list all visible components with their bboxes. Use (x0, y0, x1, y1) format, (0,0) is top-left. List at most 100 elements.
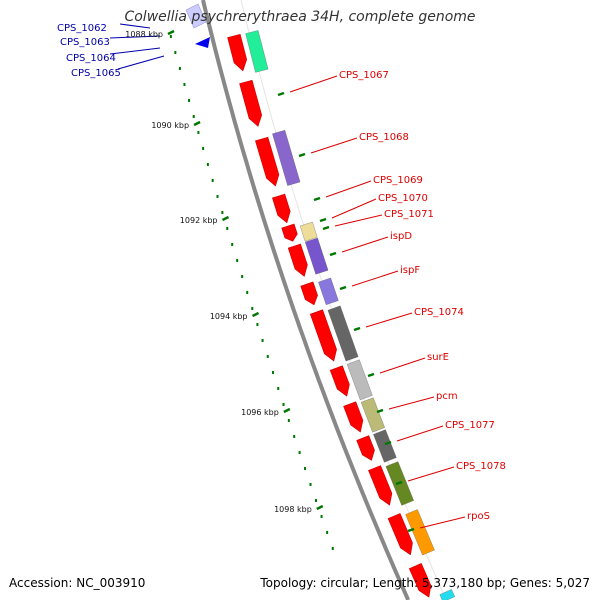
right-gene-label: CPS_1067 (339, 70, 389, 81)
scale-dot (298, 451, 301, 454)
right-leader-line (388, 396, 435, 410)
leader-layer (109, 23, 466, 533)
right-gene-label: ispF (400, 265, 420, 276)
scale-dot (221, 211, 224, 214)
right-gene-label: surE (427, 352, 449, 363)
right-leader-line (365, 312, 413, 328)
annotation-feature-box (346, 359, 373, 401)
scale-dot (271, 371, 274, 374)
scale-dot (251, 307, 254, 310)
right-gene-label: CPS_1078 (456, 461, 506, 472)
right-leader-line (289, 75, 338, 93)
feature-connector-mark (376, 408, 384, 414)
feature-connector-mark (353, 326, 361, 332)
scale-dot (206, 163, 209, 166)
right-leader-line (407, 466, 455, 482)
cds-feature-arrow (329, 365, 350, 397)
annotation-feature-box (360, 397, 385, 433)
right-leader-line (331, 198, 377, 219)
left-leader-line (119, 23, 151, 29)
scale-dot (293, 435, 296, 438)
scale-dot (178, 67, 181, 70)
scale-dot (241, 275, 244, 278)
scale-dot (211, 179, 214, 182)
right-gene-label: CPS_1069 (373, 175, 423, 186)
left-leader-line (109, 47, 161, 55)
scale-dot (174, 51, 177, 54)
scale-label: 1092 kbp (180, 216, 218, 225)
genome-backbone (201, 0, 411, 600)
right-leader-line (325, 180, 372, 198)
right-gene-label: pcm (436, 391, 458, 402)
right-leader-line (351, 270, 399, 287)
feature-connector-mark (339, 285, 347, 291)
scale-dot (231, 243, 234, 246)
strand-arrow (195, 37, 210, 48)
right-leader-line (341, 236, 389, 253)
scale-dot (282, 403, 285, 406)
right-gene-label: CPS_1068 (359, 132, 409, 143)
scale-label: 1096 kbp (241, 408, 279, 417)
feature-connector-mark (407, 527, 415, 533)
annotation-feature-box (327, 305, 359, 362)
right-leader-line (379, 357, 426, 374)
annotation-feature-box (299, 221, 318, 242)
cds-feature-arrow (272, 193, 291, 224)
map-title: Colwellia psychrerythraea 34H, complete … (124, 9, 476, 25)
feature-connector-mark (277, 91, 285, 97)
cds-feature-arrow (239, 79, 263, 127)
left-gene-label: CPS_1063 (60, 37, 110, 48)
right-gene-label: CPS_1074 (414, 307, 464, 318)
outer-guide-line (240, 0, 447, 600)
feature-connector-mark (384, 440, 392, 446)
annotation-feature-box (318, 277, 339, 305)
right-leader-line (419, 516, 466, 529)
accession-label: Accession: NC_003910 (9, 576, 146, 590)
scale-dot (304, 467, 307, 470)
tick-layer (167, 29, 334, 550)
left-leader-line (117, 55, 165, 70)
left-gene-label: CPS_1064 (66, 53, 116, 64)
feature-connector-mark (298, 152, 306, 158)
right-gene-label: ispD (390, 231, 412, 242)
right-gene-label: CPS_1070 (378, 193, 428, 204)
scale-label: 1090 kbp (151, 121, 189, 130)
scale-dot (246, 291, 249, 294)
scale-label: 1098 kbp (274, 505, 312, 514)
scale-major-tick (193, 120, 201, 127)
scale-dot (236, 259, 239, 262)
scale-label: 1094 kbp (210, 312, 248, 321)
right-leader-line (310, 137, 358, 154)
scale-dot (326, 531, 329, 534)
scale-dot (315, 499, 318, 502)
scale-dot (261, 339, 264, 342)
cds-feature-arrow (408, 563, 432, 598)
cds-feature-arrow (309, 309, 337, 362)
scale-major-tick (167, 29, 175, 36)
cds-feature-arrow (368, 465, 393, 506)
scale-dot (197, 131, 200, 134)
feature-connector-mark (322, 225, 330, 231)
scale-dot (183, 83, 186, 86)
cds-feature-arrow (387, 513, 413, 556)
right-gene-label: CPS_1077 (445, 420, 495, 431)
left-gene-label: CPS_1062 (57, 23, 107, 34)
scale-major-tick (283, 407, 291, 414)
scale-dot (277, 387, 280, 390)
right-leader-line (334, 214, 383, 227)
cds-feature-arrow (287, 243, 308, 277)
right-leader-line (396, 425, 444, 442)
annotation-feature-box (245, 30, 269, 73)
cds-feature-arrow (227, 34, 248, 72)
scale-dot (169, 35, 172, 38)
scale-dot (287, 419, 290, 422)
label-layer: 1088 kbp 1090 kbp 1092 kbp 1094 kbp 1096 kbp… (57, 23, 506, 522)
scale-major-tick (251, 311, 260, 318)
cds-feature-arrow (281, 223, 298, 242)
feature-connector-mark (313, 196, 321, 202)
scale-major-tick (316, 504, 324, 511)
feature-connector-mark (319, 217, 327, 223)
scale-dot (309, 483, 312, 486)
